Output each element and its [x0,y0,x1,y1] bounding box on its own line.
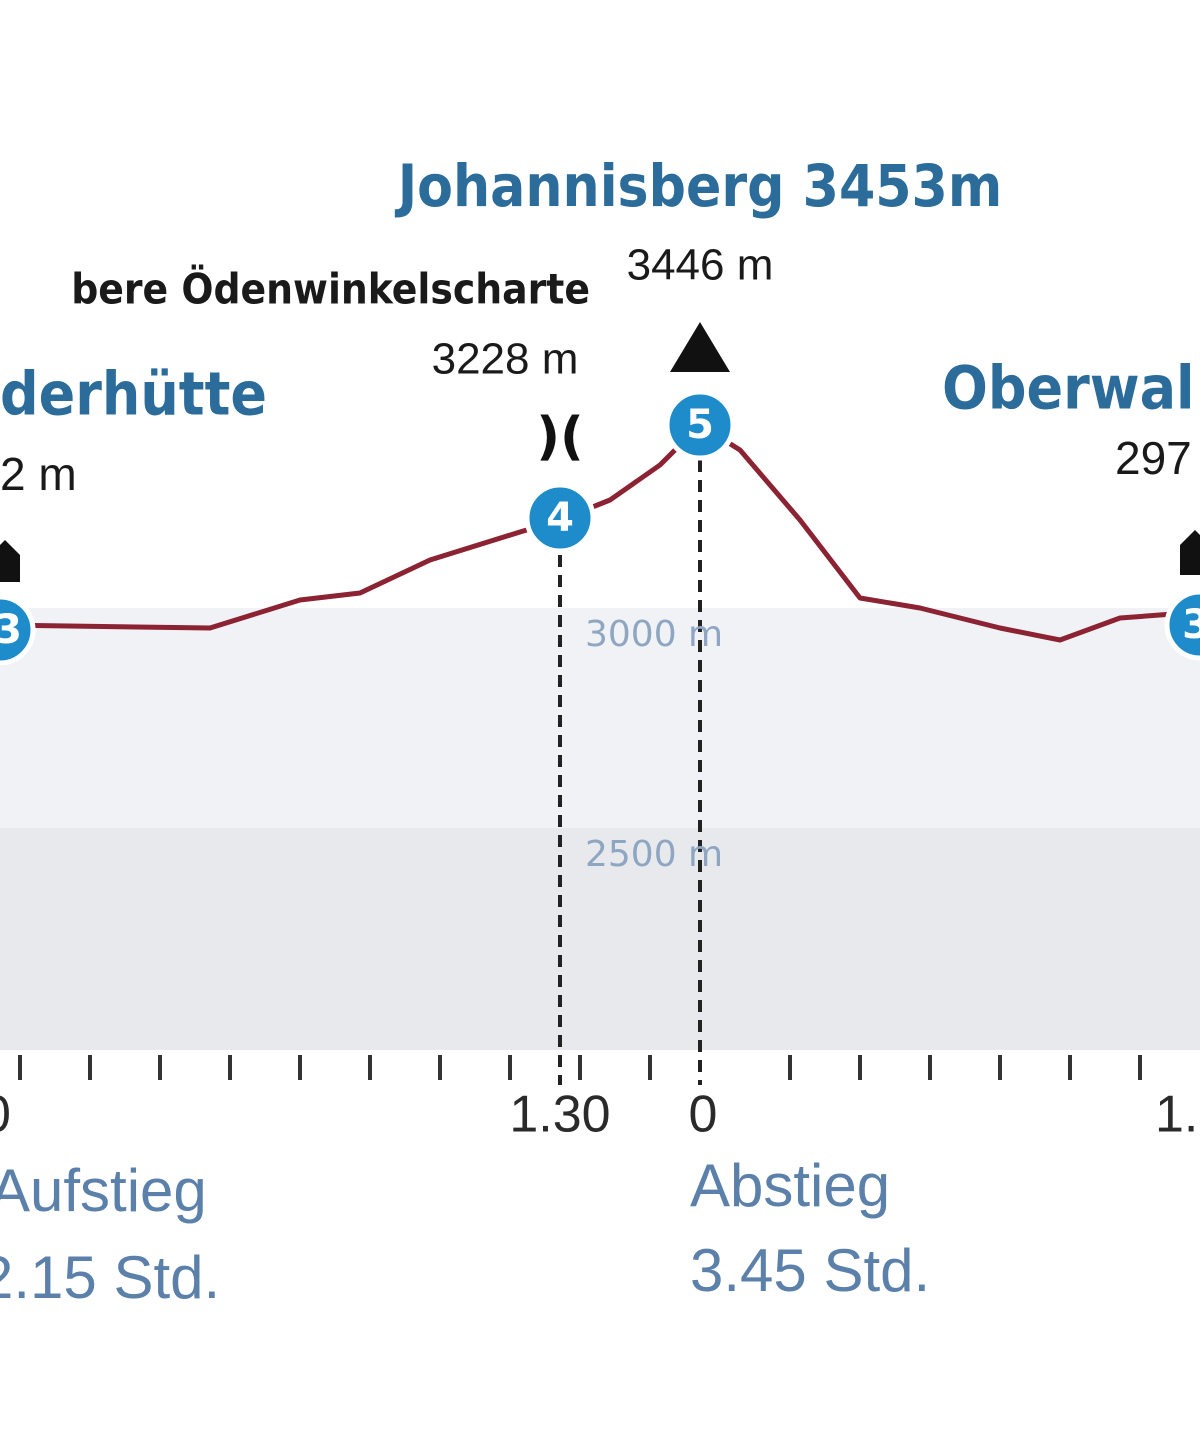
band-upper [0,608,1200,830]
summit-height: 3446 m [627,241,774,290]
marker [0,594,36,666]
marker [664,389,736,461]
hut-name: Oberwal [942,354,1195,424]
hut-name: derhütte [0,360,267,430]
pass-height: 3228 m [432,335,579,384]
summit-name: Johannisberg 3453m [395,152,1002,220]
marker-label: 5 [686,402,714,448]
hut-icon [1180,530,1200,575]
hut-height: 297 [1115,432,1192,484]
ascent-duration: 2.15 Std. [0,1244,220,1311]
time-label: 0 [689,1086,718,1144]
time-label: 1.30 [509,1086,610,1144]
elevation-label: 2500 m [585,834,723,875]
time-ticks [18,1055,1142,1080]
marker [1164,589,1200,661]
summit-icon [670,322,730,372]
profile-line [0,422,1200,643]
pass-name: bere Ödenwinkelscharte [71,264,590,314]
descent-duration: 3.45 Std. [690,1237,930,1304]
marker-label: 3 [0,607,22,653]
descent-label: Abstieg [690,1152,890,1219]
band-lower [0,828,1200,1050]
hut-icon [0,540,20,582]
elevation-label: 3000 m [585,614,723,655]
hut-height: 2 m [0,448,77,500]
marker-label: 4 [546,495,574,541]
marker [524,482,596,554]
marker-label: 3 [1182,602,1200,648]
ascent-label: Aufstieg [0,1157,207,1224]
time-label: 0 [0,1086,11,1144]
markers: 3 4 5 3 [0,389,1200,666]
time-label: 1.3 [1155,1086,1200,1144]
pass-icon: )( [536,407,584,467]
